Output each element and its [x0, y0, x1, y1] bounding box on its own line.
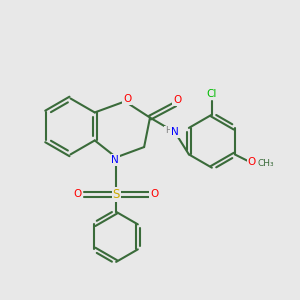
Text: H: H: [165, 126, 172, 135]
Text: O: O: [173, 95, 181, 105]
Text: O: O: [150, 189, 158, 199]
Text: S: S: [112, 188, 120, 201]
Text: O: O: [74, 189, 82, 199]
Text: N: N: [111, 155, 119, 165]
Text: O: O: [123, 94, 131, 104]
Text: Cl: Cl: [207, 89, 217, 99]
Text: N: N: [171, 127, 179, 137]
Text: O: O: [248, 158, 256, 167]
Text: CH₃: CH₃: [257, 159, 274, 168]
